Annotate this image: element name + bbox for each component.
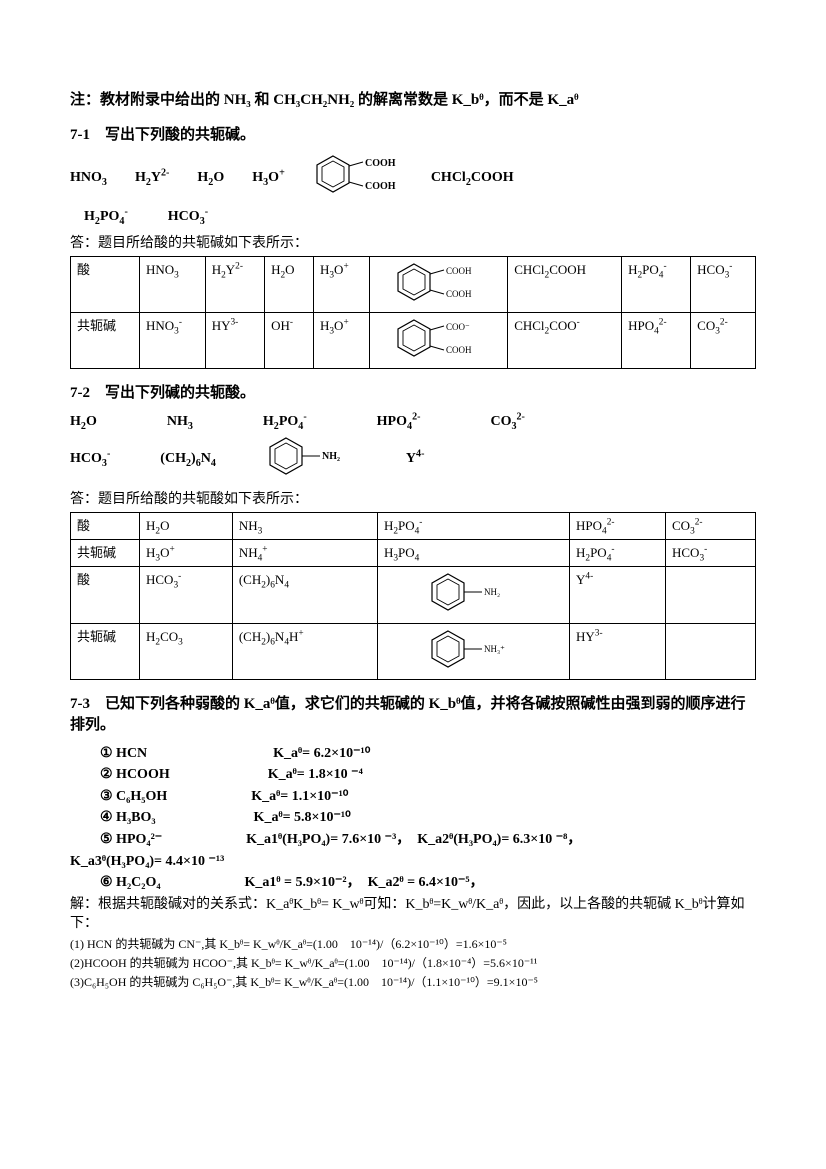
row-head: 共轭碱 [71,540,140,567]
base: NH3 [167,412,193,432]
cell: HNO3- [140,312,206,368]
cell: H2O [265,256,314,312]
cell: OH- [265,312,314,368]
cell: H2CO3 [140,623,233,679]
cell: HNO3 [140,256,206,312]
svg-text:NH₂: NH₂ [484,587,500,597]
acid: HCO3- [168,207,208,227]
svg-text:NH₃⁺: NH₃⁺ [484,644,505,654]
q72-answer-label: 答：题目所给酸的共轭酸如下表所示： [70,490,756,510]
cell: H3O+ [140,540,233,567]
base: CO32- [490,412,524,432]
q73-calc: (3)C₆H₅OH 的共轭碱为 C₆H₅O⁻,其 K_bᶿ= K_wᶿ/K_aᶿ… [70,974,756,991]
cell: HCO3- [691,256,756,312]
cell: H2PO4- [570,540,666,567]
cell: COO⁻ COOH [369,312,507,368]
q71-acids-row1: HNO3 H2Y2- H2O H3O+ COOH COOH CHCl2COOH [70,154,756,201]
cell: H3PO4 [377,540,569,567]
svg-text:COO⁻: COO⁻ [446,322,470,332]
q73-item6: ⑥ H₂C₂O₄ K_a1ᶿ = 5.9×10⁻²， K_a2ᶿ = 6.4×1… [70,873,756,893]
cell: HY3- [205,312,264,368]
q71-acids-row2: H2PO4- HCO3- [70,207,756,227]
cell: H2O [140,512,233,539]
cell: NH₂ [377,567,569,623]
acid: HNO3 [70,168,107,188]
cell [666,567,756,623]
q73-solution-head: 解：根据共轭酸碱对的关系式：K_aᶿK_bᶿ= K_wᶿ可知：K_bᶿ=K_wᶿ… [70,895,756,934]
base: HPO42- [377,412,421,432]
cell: H2PO4- [622,256,691,312]
q72-bases-row2: HCO3- (CH2)6N4 NH₂ Y4- [70,436,756,483]
q72-table: 酸 H2O NH3 H2PO4- HPO42- CO32- 共轭碱 H3O+ N… [70,512,756,680]
q72-title: 7-2 写出下列碱的共轭酸。 [70,383,756,404]
row-head: 酸 [71,567,140,623]
note-text: 注：教材附录中给出的 NH₃ 和 CH₃CH₂NH₂ 的解离常数是 K_bᶿ，而… [70,90,756,111]
q71-answer-label: 答：题目所给酸的共轭碱如下表所示： [70,234,756,254]
cell: HCO3- [666,540,756,567]
q73-item5-extra: K_a3ᶿ(H₃PO₄)= 4.4×10 ⁻¹³ [70,852,756,872]
q73-item: ④ H₃BO₃ K_aᶿ= 5.8×10⁻¹⁰ [70,808,756,828]
cell: (CH2)6N4H+ [232,623,377,679]
acid: H2Y2- [135,168,169,188]
base: (CH2)6N4 [160,449,216,469]
svg-text:COOH: COOH [446,266,472,276]
base: HCO3- [70,449,110,469]
cell: H2Y2- [205,256,264,312]
cell: H3O+ [313,256,369,312]
svg-text:COOH: COOH [365,181,396,192]
cell: H3O+ [313,312,369,368]
cell: COOH COOH [369,256,507,312]
cell: NH3 [232,512,377,539]
acid: H3O+ [252,168,285,188]
acid: H2PO4- [84,207,128,227]
row-head: 酸 [71,512,140,539]
cell: HY3- [570,623,666,679]
svg-text:COOH: COOH [446,345,472,355]
cell: Y4- [570,567,666,623]
cell: NH4+ [232,540,377,567]
q73-calc: (2)HCOOH 的共轭碱为 HCOO⁻,其 K_bᶿ= K_wᶿ/K_aᶿ=(… [70,955,756,972]
q73-title: 7-3 已知下列各种弱酸的 K_aᶿ值，求它们的共轭碱的 K_bᶿ值，并将各碱按… [70,694,756,736]
row-head: 共轭碱 [71,312,140,368]
base: Y4- [406,449,425,469]
q73-calc: (1) HCN 的共轭碱为 CN⁻,其 K_bᶿ= K_wᶿ/K_aᶿ=(1.0… [70,936,756,953]
svg-text:COOH: COOH [365,158,396,169]
cell: H2PO4- [377,512,569,539]
q73-item: ② HCOOH K_aᶿ= 1.8×10 ⁻⁴ [70,765,756,785]
cell: HPO42- [622,312,691,368]
q72-bases-row1: H2O NH3 H2PO4- HPO42- CO32- [70,412,756,432]
q73-item: ① HCN K_aᶿ= 6.2×10⁻¹⁰ [70,744,756,764]
cell: HPO42- [570,512,666,539]
row-head: 共轭碱 [71,623,140,679]
q73-item: ③ C₆H₅OH K_aᶿ= 1.1×10⁻¹⁰ [70,787,756,807]
cell [666,623,756,679]
q71-title: 7-1 写出下列酸的共轭碱。 [70,125,756,146]
cell: (CH2)6N4 [232,567,377,623]
q73-item: ⑤ HPO₄²⁻ K_a1ᶿ(H₃PO₄)= 7.6×10 ⁻³， K_a2ᶿ(… [70,830,756,850]
row-head: 酸 [71,256,140,312]
cell: CHCl2COO- [508,312,622,368]
acid: H2O [197,168,224,188]
acid: CHCl2COOH [431,168,514,188]
base: H2O [70,412,97,432]
cell: NH₃⁺ [377,623,569,679]
aniline-icon: NH₂ [266,436,356,483]
cell: CO32- [691,312,756,368]
cell: CHCl2COOH [508,256,622,312]
cell: CO32- [666,512,756,539]
q71-table: 酸 HNO3 H2Y2- H2O H3O+ COOH COOH CHCl2COO… [70,256,756,369]
svg-text:COOH: COOH [446,289,472,299]
svg-text:NH₂: NH₂ [322,451,340,462]
cell: HCO3- [140,567,233,623]
base: H2PO4- [263,412,307,432]
benzene-dicooh-icon: COOH COOH [313,154,403,201]
